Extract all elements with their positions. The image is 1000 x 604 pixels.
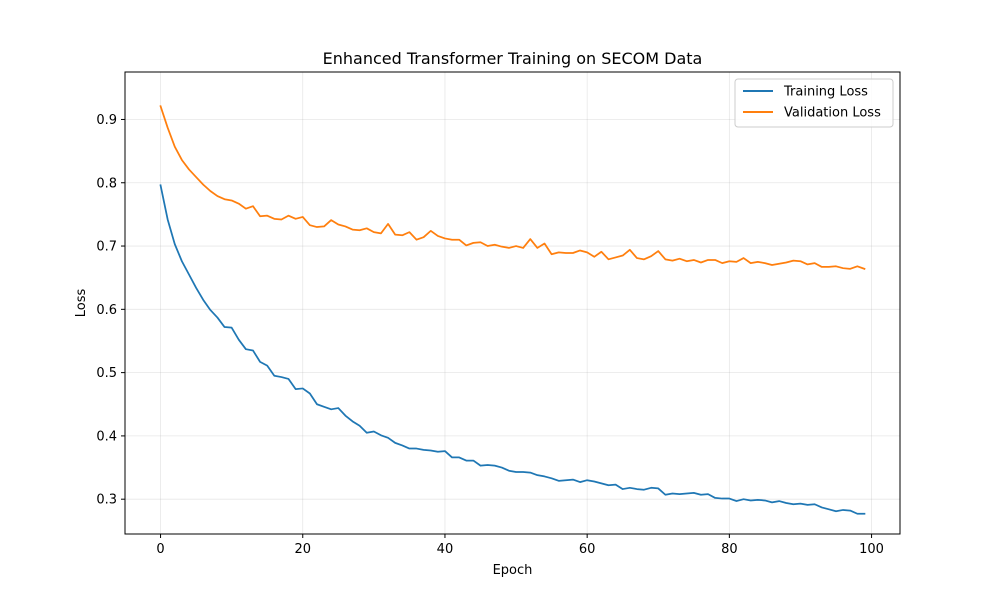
legend: Training Loss Validation Loss: [734, 78, 894, 128]
x-tick-label: 100: [859, 542, 884, 557]
y-tick-label: 0.9: [96, 113, 117, 128]
y-tick-label: 0.5: [96, 366, 117, 381]
series-layer: [159, 105, 866, 515]
chart-title: Enhanced Transformer Training on SECOM D…: [323, 49, 703, 68]
series-line-training-loss: [159, 184, 866, 515]
x-tick-label: 0: [156, 542, 164, 557]
y-tick-label: 0.8: [96, 176, 117, 191]
x-tick-label: 40: [437, 542, 454, 557]
grid-layer: [125, 72, 900, 534]
legend-label-validation-loss: Validation Loss: [784, 106, 881, 121]
y-tick-label: 0.7: [96, 240, 117, 255]
y-axis-label: Loss: [74, 289, 89, 318]
series-line-validation-loss: [159, 105, 866, 270]
y-tick-label: 0.3: [96, 493, 117, 508]
legend-label-training-loss: Training Loss: [783, 85, 868, 100]
x-tick-label: 20: [294, 542, 311, 557]
y-tick-label: 0.4: [96, 429, 117, 444]
y-tick-label: 0.6: [96, 303, 117, 318]
x-tick-label: 80: [721, 542, 738, 557]
legend-box: [734, 78, 894, 128]
tick-layer: 0 20 40 60 80 100 0.3 0.4 0.5 0.6 0.7 0.8 0.9: [96, 113, 884, 557]
plot-frame: [124, 71, 901, 535]
x-axis-label: Epoch: [493, 563, 533, 578]
x-tick-label: 60: [579, 542, 596, 557]
